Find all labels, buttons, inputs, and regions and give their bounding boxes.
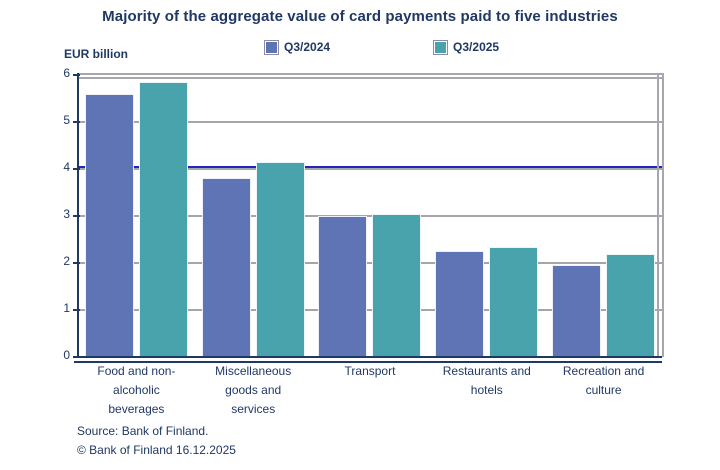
bar-q3-2024 — [318, 216, 368, 357]
chart-title: Majority of the aggregate value of card … — [102, 8, 618, 25]
y-axis-tick-label: 5 — [63, 113, 70, 127]
x-axis-baseline — [74, 361, 662, 363]
source-text: Source: Bank of Finland. — [77, 424, 209, 438]
x-axis-category-label: Transport — [344, 364, 396, 378]
x-axis-labels: Food and non- alcoholic beverages Miscell… — [78, 362, 662, 419]
bar-group — [545, 75, 662, 357]
y-axis-tick-label: 2 — [63, 254, 70, 268]
y-axis-tick-mark — [73, 215, 80, 217]
bar-group — [195, 75, 312, 357]
source-block: Source: Bank of Finland. © Bank of Finla… — [77, 422, 236, 460]
bar-group — [312, 75, 429, 357]
y-axis-tick-label: 0 — [63, 348, 70, 362]
bar-groups — [78, 75, 662, 357]
y-axis-tick-mark — [73, 168, 80, 171]
y-axis-tick-mark — [73, 121, 80, 123]
bar-q3-2025 — [489, 246, 539, 357]
y-axis-labels: 0 1 2 3 4 5 6 — [46, 67, 70, 361]
legend: Q3/2024 Q3/2025 — [265, 40, 499, 54]
x-axis-category-label: Restaurants and hotels — [442, 364, 531, 397]
y-axis-tick-mark — [73, 356, 80, 358]
legend-swatch — [434, 40, 448, 54]
legend-label: Q3/2025 — [453, 40, 500, 54]
bar-q3-2025 — [606, 253, 656, 357]
gridline — [78, 168, 662, 171]
gridline — [78, 309, 662, 312]
bar-q3-2024 — [84, 93, 134, 357]
x-axis-category-label: Miscellaneous goods and services — [215, 364, 292, 416]
x-axis-category-label: Recreation and culture — [562, 364, 645, 397]
bar-q3-2024 — [552, 265, 602, 357]
x-axis-line — [74, 356, 662, 358]
x-axis-category-label: Food and non- alcoholic beverages — [97, 364, 176, 416]
gridline — [78, 121, 662, 123]
bar-group — [428, 75, 545, 357]
bar-q3-2024 — [435, 251, 485, 357]
bar-q3-2024 — [201, 178, 251, 357]
reference-line — [78, 165, 662, 168]
plot-area — [73, 73, 664, 363]
y-axis-tick-label: 4 — [63, 160, 70, 174]
legend-swatch — [265, 40, 278, 54]
gridline — [78, 262, 662, 265]
y-axis-tick-label: 6 — [63, 66, 70, 80]
y-axis-tick-mark — [73, 262, 80, 265]
copyright-text: © Bank of Finland 16.12.2025 — [77, 443, 236, 457]
bar-group — [78, 75, 195, 357]
y-axis-tick-mark — [73, 74, 80, 76]
legend-label: Q3/2024 — [284, 40, 331, 54]
y-axis-unit-label: EUR billion — [64, 47, 128, 61]
y-axis-tick-mark — [73, 309, 80, 312]
y-axis-tick-label: 3 — [63, 207, 70, 221]
legend-item: Q3/2024 — [265, 40, 330, 54]
legend-item: Q3/2025 — [434, 40, 499, 54]
gridline — [78, 215, 662, 217]
bar-q3-2025 — [255, 161, 305, 357]
bar-q3-2025 — [372, 213, 422, 357]
y-axis-tick-label: 1 — [63, 301, 70, 315]
bar-q3-2025 — [138, 82, 188, 357]
